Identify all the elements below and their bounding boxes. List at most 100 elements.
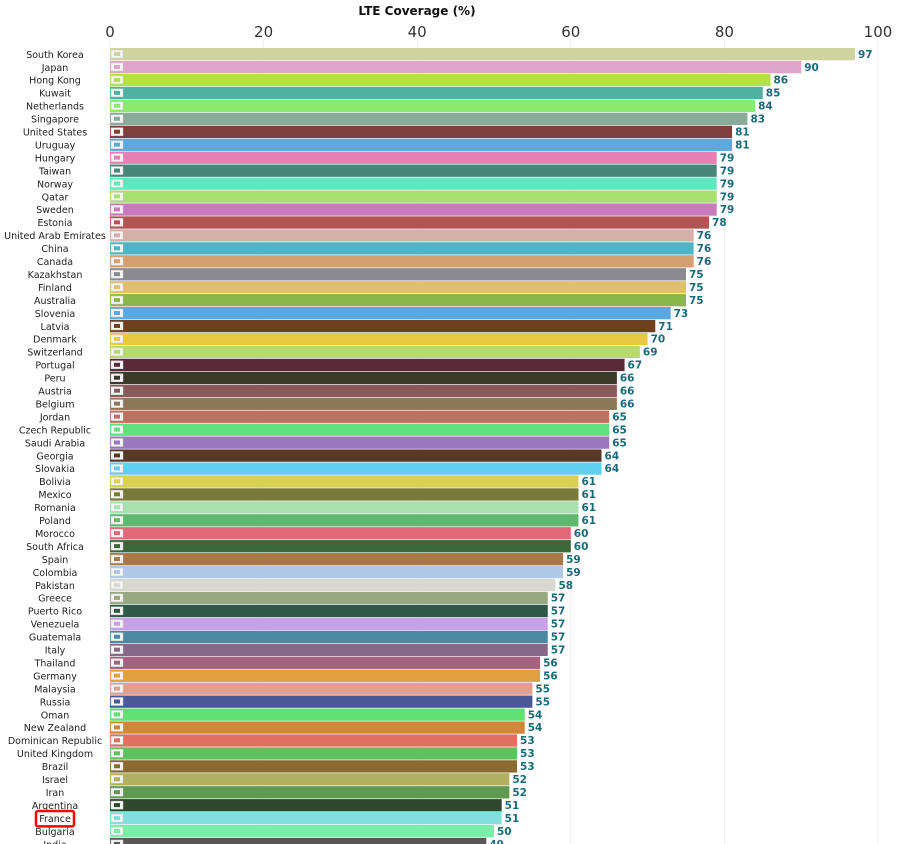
value-label: 61 xyxy=(581,476,596,488)
bar[interactable] xyxy=(110,125,733,138)
flag-icon xyxy=(110,153,124,162)
bar[interactable] xyxy=(110,151,717,164)
bar[interactable] xyxy=(110,488,579,501)
bar[interactable] xyxy=(110,86,763,100)
flag-icon xyxy=(110,347,124,357)
bar[interactable] xyxy=(110,99,756,113)
bar[interactable] xyxy=(110,48,855,61)
bar[interactable] xyxy=(110,345,640,359)
value-label: 81 xyxy=(735,139,750,151)
category-label: South Africa xyxy=(26,542,84,553)
bar[interactable] xyxy=(110,384,617,397)
flag-icon xyxy=(110,826,124,836)
bar[interactable] xyxy=(110,566,564,579)
flag-icon xyxy=(110,580,124,590)
bar[interactable] xyxy=(110,229,694,242)
bar[interactable] xyxy=(110,371,617,385)
bar[interactable] xyxy=(110,656,541,669)
category-label: Poland xyxy=(39,516,71,527)
highlight-box xyxy=(34,809,76,828)
bar[interactable] xyxy=(110,73,771,87)
bar[interactable] xyxy=(110,397,617,410)
bar[interactable] xyxy=(110,604,548,618)
bar[interactable] xyxy=(110,734,518,747)
bar[interactable] xyxy=(110,423,610,436)
value-label: 83 xyxy=(750,114,765,126)
bar[interactable] xyxy=(110,475,579,488)
bar[interactable] xyxy=(110,164,717,177)
bar[interactable] xyxy=(110,630,548,644)
bar[interactable] xyxy=(110,837,487,844)
bar[interactable] xyxy=(110,268,686,281)
bar[interactable] xyxy=(110,501,579,514)
bar[interactable] xyxy=(110,760,518,773)
bar[interactable] xyxy=(110,410,610,423)
bar[interactable] xyxy=(110,60,802,74)
bar[interactable] xyxy=(110,527,571,540)
flag-icon xyxy=(110,140,124,149)
bar[interactable] xyxy=(110,307,671,320)
x-tick-label: 40 xyxy=(408,23,427,41)
bar[interactable] xyxy=(110,812,502,825)
flag-icon xyxy=(110,813,124,823)
category-label: Finland xyxy=(38,283,72,294)
bar[interactable] xyxy=(110,591,548,605)
bar[interactable] xyxy=(110,216,710,229)
flag-icon xyxy=(110,567,124,577)
category-label: China xyxy=(41,244,68,255)
bar[interactable] xyxy=(110,695,533,708)
bar[interactable] xyxy=(110,294,686,307)
category-label: Australia xyxy=(34,296,76,307)
bar[interactable] xyxy=(110,449,602,462)
bar[interactable] xyxy=(110,643,548,656)
bar[interactable] xyxy=(110,281,686,294)
bar[interactable] xyxy=(110,112,748,126)
bar[interactable] xyxy=(110,682,533,695)
value-label: 70 xyxy=(651,334,666,346)
value-label: 50 xyxy=(497,826,512,838)
bar[interactable] xyxy=(110,799,502,812)
bar[interactable] xyxy=(110,708,525,721)
bar[interactable] xyxy=(110,319,656,333)
x-tick-label: 80 xyxy=(715,23,734,41)
bar[interactable] xyxy=(110,669,541,682)
bar[interactable] xyxy=(110,747,518,760)
bar[interactable] xyxy=(110,578,556,592)
value-label: 55 xyxy=(535,696,550,708)
bar[interactable] xyxy=(110,462,602,475)
category-label: Norway xyxy=(37,179,73,190)
value-label: 51 xyxy=(505,813,520,825)
bar[interactable] xyxy=(110,138,733,151)
bar[interactable] xyxy=(110,190,717,203)
bar[interactable] xyxy=(110,332,648,346)
bar[interactable] xyxy=(110,242,694,255)
bar[interactable] xyxy=(110,255,694,268)
value-label: 60 xyxy=(574,528,589,540)
value-label: 90 xyxy=(804,62,819,74)
bar[interactable] xyxy=(110,540,571,553)
category-label: Denmark xyxy=(33,335,77,346)
flag-icon xyxy=(110,697,124,706)
category-label: Singapore xyxy=(31,115,79,126)
bar[interactable] xyxy=(110,825,494,838)
category-label: Canada xyxy=(37,257,73,268)
flag-icon xyxy=(110,490,124,499)
category-label: Slovenia xyxy=(35,309,75,320)
bar[interactable] xyxy=(110,436,610,449)
bar[interactable] xyxy=(110,514,579,527)
bar[interactable] xyxy=(110,773,510,786)
bar[interactable] xyxy=(110,786,510,799)
flag-icon xyxy=(110,839,124,844)
flag-icon xyxy=(110,477,124,486)
value-label: 57 xyxy=(551,606,566,618)
value-label: 69 xyxy=(643,347,658,359)
flag-icon xyxy=(110,75,124,85)
bar[interactable] xyxy=(110,177,717,190)
bar[interactable] xyxy=(110,553,564,566)
value-label: 67 xyxy=(628,360,643,372)
bar[interactable] xyxy=(110,617,548,631)
bar[interactable] xyxy=(110,358,625,372)
category-label: India xyxy=(43,840,66,844)
bar[interactable] xyxy=(110,203,717,216)
bar[interactable] xyxy=(110,721,525,734)
